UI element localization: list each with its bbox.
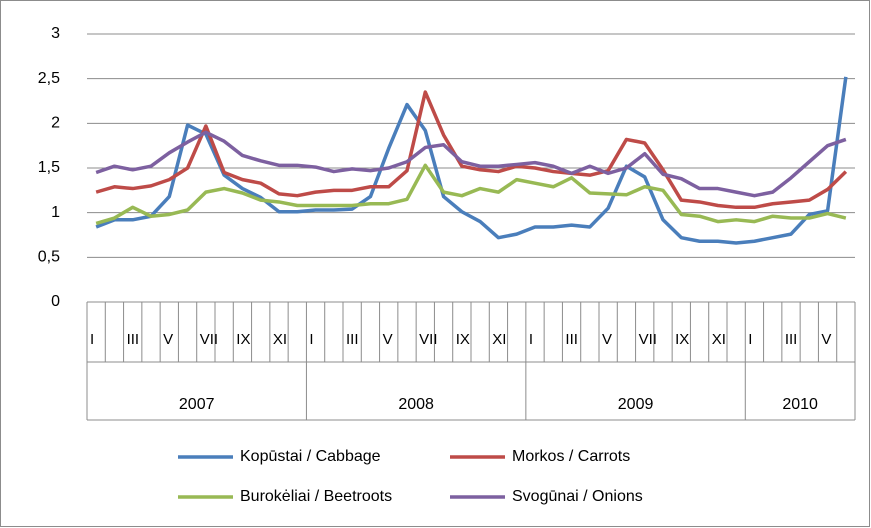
year-label: 2008 [398, 396, 434, 413]
x-tick-label: IX [675, 331, 689, 348]
legend-label: Svogūnai / Onions [512, 488, 643, 505]
x-tick-label: I [529, 331, 533, 348]
y-tick-label: 2,5 [38, 70, 60, 87]
year-label: 2009 [618, 396, 654, 413]
x-tick-label: III [785, 331, 798, 348]
y-tick-label: 3 [51, 25, 60, 42]
x-tick-label: V [383, 331, 393, 348]
x-tick-label: III [127, 331, 140, 348]
x-tick-label: VII [639, 331, 657, 348]
y-tick-label: 1,5 [38, 159, 60, 176]
x-tick-label: IX [236, 331, 250, 348]
y-tick-label: 1 [51, 204, 60, 221]
legend-label: Morkos / Carrots [512, 448, 630, 465]
x-tick-label: VII [200, 331, 218, 348]
legend-label: Burokėliai / Beetroots [240, 488, 392, 505]
x-tick-label: III [346, 331, 359, 348]
series-line [95, 163, 847, 226]
x-tick-label: I [309, 331, 313, 348]
x-tick-label: VII [419, 331, 437, 348]
x-tick-label: XI [273, 331, 287, 348]
year-label: 2010 [782, 396, 818, 413]
legend-label: Kopūstai / Cabbage [240, 448, 381, 465]
y-tick-label: 2 [51, 115, 60, 132]
series-line [95, 130, 847, 198]
x-tick-label: III [565, 331, 578, 348]
x-tick-label: IX [456, 331, 470, 348]
series-line [95, 90, 848, 210]
year-label: 2007 [179, 396, 215, 413]
x-tick-label: XI [492, 331, 506, 348]
x-tick-label: I [90, 331, 94, 348]
x-tick-label: V [163, 331, 173, 348]
y-tick-label: 0,5 [38, 249, 60, 266]
y-tick-label: 0 [51, 293, 60, 310]
x-tick-label: V [821, 331, 831, 348]
x-tick-label: V [602, 331, 612, 348]
x-tick-label: XI [712, 331, 726, 348]
x-tick-label: I [748, 331, 752, 348]
